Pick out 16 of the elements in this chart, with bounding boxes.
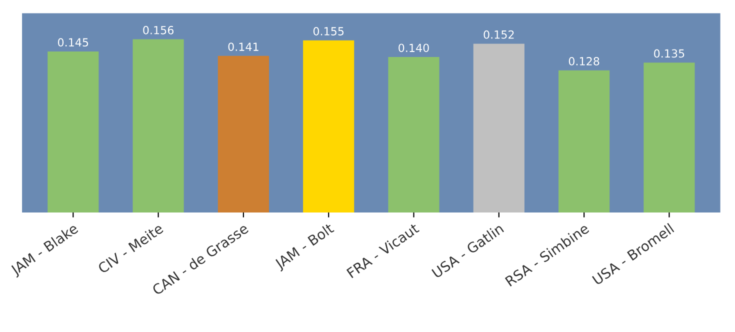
data-label: 0.145 <box>58 38 88 47</box>
data-label: 0.155 <box>313 27 344 36</box>
bar <box>644 62 695 212</box>
bar <box>48 51 99 212</box>
data-label: 0.128 <box>568 57 600 66</box>
data-label: 0.152 <box>484 30 514 39</box>
bar <box>558 70 610 212</box>
bar <box>473 44 524 212</box>
data-label: 0.156 <box>143 26 174 34</box>
bar <box>132 39 184 212</box>
bar <box>303 40 354 212</box>
data-label: 0.140 <box>398 44 429 52</box>
bar <box>218 56 269 212</box>
data-label: 0.135 <box>654 49 684 58</box>
data-label: 0.141 <box>228 42 258 51</box>
bar <box>388 57 440 212</box>
